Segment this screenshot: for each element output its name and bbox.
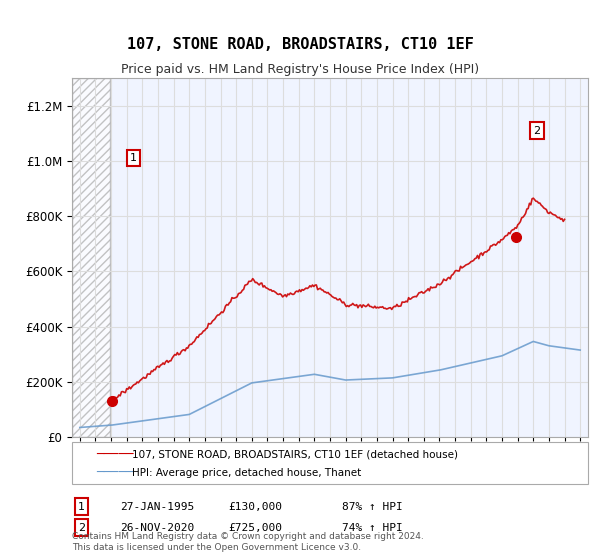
Text: HPI: Average price, detached house, Thanet: HPI: Average price, detached house, Than… bbox=[132, 468, 361, 478]
Text: 1: 1 bbox=[78, 502, 85, 512]
Text: 1: 1 bbox=[130, 153, 137, 163]
Text: 107, STONE ROAD, BROADSTAIRS, CT10 1EF: 107, STONE ROAD, BROADSTAIRS, CT10 1EF bbox=[127, 38, 473, 52]
Text: £130,000: £130,000 bbox=[228, 502, 282, 512]
Text: Price paid vs. HM Land Registry's House Price Index (HPI): Price paid vs. HM Land Registry's House … bbox=[121, 63, 479, 77]
Text: 2: 2 bbox=[78, 522, 85, 533]
Text: 74% ↑ HPI: 74% ↑ HPI bbox=[342, 522, 403, 533]
Text: £725,000: £725,000 bbox=[228, 522, 282, 533]
Text: ─────: ───── bbox=[96, 447, 133, 461]
Text: 2: 2 bbox=[533, 125, 541, 136]
Bar bbox=[72, 78, 110, 437]
Text: Contains HM Land Registry data © Crown copyright and database right 2024.
This d: Contains HM Land Registry data © Crown c… bbox=[72, 532, 424, 552]
Text: 87% ↑ HPI: 87% ↑ HPI bbox=[342, 502, 403, 512]
Text: 107, STONE ROAD, BROADSTAIRS, CT10 1EF (detached house): 107, STONE ROAD, BROADSTAIRS, CT10 1EF (… bbox=[132, 449, 458, 459]
Text: ─────: ───── bbox=[96, 466, 133, 479]
Text: 27-JAN-1995: 27-JAN-1995 bbox=[120, 502, 194, 512]
Text: 26-NOV-2020: 26-NOV-2020 bbox=[120, 522, 194, 533]
